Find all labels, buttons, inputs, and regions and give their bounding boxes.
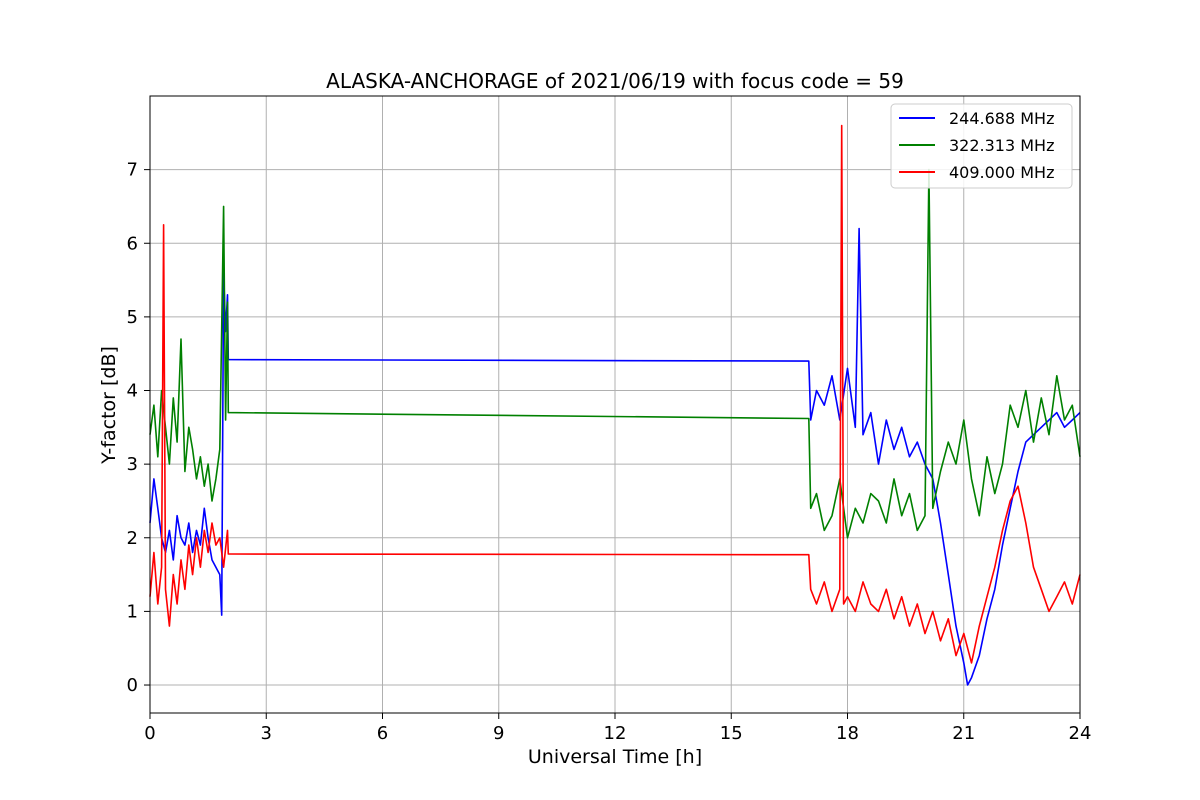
legend-label-3: 409.000 MHz — [949, 163, 1054, 182]
y-tick-label: 3 — [127, 454, 138, 475]
x-tick-label: 18 — [836, 723, 859, 744]
x-tick-label: 6 — [377, 723, 388, 744]
x-tick-label: 9 — [493, 723, 504, 744]
chart-title: ALASKA-ANCHORAGE of 2021/06/19 with focu… — [326, 69, 904, 93]
x-tick-label: 21 — [952, 723, 975, 744]
plot-area — [149, 124, 1081, 686]
x-tick-label: 0 — [144, 723, 155, 744]
series-line-2 — [149, 168, 1081, 539]
series-line-1 — [149, 227, 1081, 686]
y-tick-label: 7 — [127, 160, 138, 181]
y-tick-label: 1 — [127, 601, 138, 622]
x-tick-label: 15 — [720, 723, 743, 744]
legend-label-2: 322.313 MHz — [949, 136, 1054, 155]
y-tick-label: 5 — [127, 307, 138, 328]
y-tick-label: 0 — [127, 675, 138, 696]
legend-label-1: 244.688 MHz — [949, 109, 1054, 128]
y-axis-label: Y-factor [dB] — [98, 346, 120, 465]
x-axis-label: Universal Time [h] — [528, 746, 702, 768]
y-tick-label: 2 — [127, 528, 138, 549]
x-tick-label: 3 — [261, 723, 272, 744]
legend-box — [890, 103, 1073, 189]
x-tick-label: 12 — [604, 723, 627, 744]
legend: 244.688 MHz 322.313 MHz 409.000 MHz — [890, 103, 1073, 189]
y-tick-label: 6 — [127, 233, 138, 254]
x-tick-label: 24 — [1069, 723, 1092, 744]
y-tick-label: 4 — [127, 381, 138, 402]
series-line-3 — [149, 124, 1081, 664]
